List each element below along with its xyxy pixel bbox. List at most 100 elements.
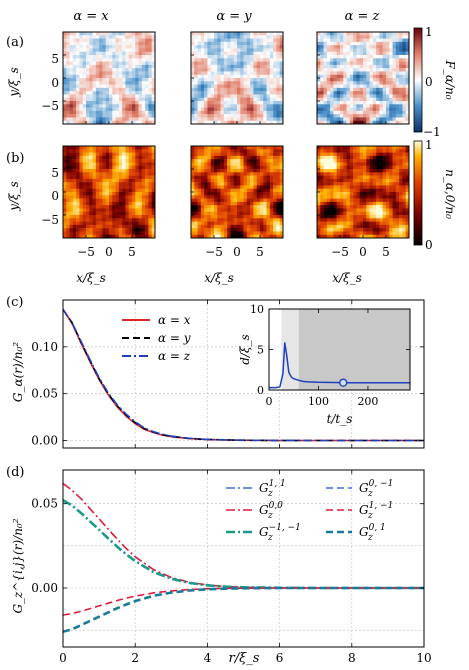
heatmap-cell <box>392 81 397 85</box>
heatmap-cell <box>243 117 248 121</box>
heatmap-cell <box>253 211 257 216</box>
heatmap-cell <box>191 41 195 46</box>
heatmap-cell <box>76 48 80 52</box>
heatmap-cell <box>135 58 139 62</box>
heatmap-cell <box>346 48 351 52</box>
heatmap-cell <box>112 195 116 199</box>
heatmap-cell <box>223 78 228 82</box>
heatmap-cell <box>69 159 74 163</box>
heatmap-cell <box>217 149 221 153</box>
heatmap-cell <box>382 114 387 118</box>
heatmap-cell <box>63 81 67 85</box>
heatmap-cell <box>99 175 103 180</box>
heatmap-cell <box>76 185 80 189</box>
heatmap-cell <box>194 51 198 56</box>
heatmap-cell <box>269 68 274 72</box>
heatmap-cell <box>207 178 211 183</box>
heatmap-cell <box>260 195 264 199</box>
heatmap-cell <box>115 32 120 36</box>
heatmap-cell <box>204 61 208 66</box>
heatmap-cell <box>99 211 103 216</box>
heatmap-cell <box>402 104 406 108</box>
heatmap-cell <box>138 110 143 115</box>
heatmap-cell <box>72 61 77 66</box>
heatmap-cell <box>273 107 277 112</box>
heatmap-cell <box>276 185 280 189</box>
heatmap-cell <box>92 117 97 121</box>
heatmap-cell <box>76 68 80 72</box>
heatmap-cell <box>320 211 324 216</box>
heatmap-cell <box>99 155 103 160</box>
heatmap-cell <box>148 188 152 193</box>
heatmap-cell <box>197 91 202 95</box>
heatmap-cell <box>330 78 334 82</box>
heatmap-cell <box>326 114 331 118</box>
heatmap-cell <box>376 165 380 170</box>
heatmap-cell <box>346 101 351 105</box>
heatmap-cell <box>128 107 133 112</box>
heatmap-cell <box>237 32 241 36</box>
heatmap-cell <box>76 228 80 232</box>
heatmap-cell <box>115 201 120 206</box>
heatmap-cell <box>145 91 149 95</box>
heatmap-cell <box>227 188 231 193</box>
heatmap-cell <box>279 78 284 82</box>
heatmap-cell <box>230 162 234 166</box>
heatmap-cell <box>243 107 248 112</box>
heatmap-cell <box>402 74 406 79</box>
heatmap-cell <box>250 162 254 166</box>
heatmap-cell <box>320 87 324 92</box>
heatmap-cell <box>359 182 364 186</box>
heatmap-cell <box>346 182 351 186</box>
panel-c: (c) G_α(r)/n₀² 0.000.050.10 α = xα = yα … <box>6 295 425 449</box>
heatmap-cell <box>115 146 120 150</box>
heatmap-cell <box>320 74 324 79</box>
heatmap-cell <box>250 172 254 176</box>
heatmap-cell <box>237 45 241 49</box>
heatmap-cell <box>326 32 331 36</box>
heatmap-cell <box>276 81 280 85</box>
heatmap-cell <box>194 169 198 173</box>
heatmap-cell <box>405 152 410 157</box>
heatmap-cell <box>86 182 90 186</box>
heatmap-cell <box>369 32 374 36</box>
heatmap-cell <box>220 91 225 95</box>
heatmap-cell <box>330 201 334 206</box>
heatmap-cell <box>273 35 277 39</box>
heatmap-cell <box>92 87 97 92</box>
heatmap-cell <box>273 101 277 105</box>
heatmap-cell <box>279 205 284 209</box>
heatmap-cell <box>346 97 351 102</box>
heatmap-cell <box>263 101 267 105</box>
heatmap-cell <box>243 201 248 206</box>
heatmap-cell <box>220 149 225 153</box>
heatmap-cell <box>356 81 360 85</box>
legend-label: G0, −1 z <box>359 479 393 499</box>
heatmap-cell <box>204 215 208 219</box>
colorbar-b <box>413 140 423 246</box>
heatmap-cell <box>253 91 257 95</box>
heatmap-cell <box>220 114 225 118</box>
heatmap-cell <box>243 35 248 39</box>
heatmap-cell <box>330 107 334 112</box>
heatmap-cell <box>151 169 156 173</box>
panel-b-xtick: 5 <box>128 245 136 259</box>
heatmap-cell <box>92 55 97 59</box>
heatmap-cell <box>346 91 351 95</box>
heatmap-cell <box>92 38 97 43</box>
heatmap-cell <box>266 45 271 49</box>
heatmap-cell <box>243 87 248 92</box>
heatmap-cell <box>95 68 100 72</box>
heatmap-cell <box>260 208 264 212</box>
heatmap-cell <box>279 41 284 46</box>
heatmap-cell <box>269 117 274 121</box>
heatmap-cell <box>122 74 126 79</box>
heatmap-cell <box>379 97 383 102</box>
heatmap-cell <box>233 51 238 56</box>
heatmap-cell <box>253 224 257 229</box>
heatmap-cell <box>132 228 136 232</box>
heatmap-cell <box>246 172 251 176</box>
heatmap-cell <box>340 71 344 75</box>
heatmap-cell <box>253 58 257 62</box>
heatmap-cell <box>204 231 208 235</box>
